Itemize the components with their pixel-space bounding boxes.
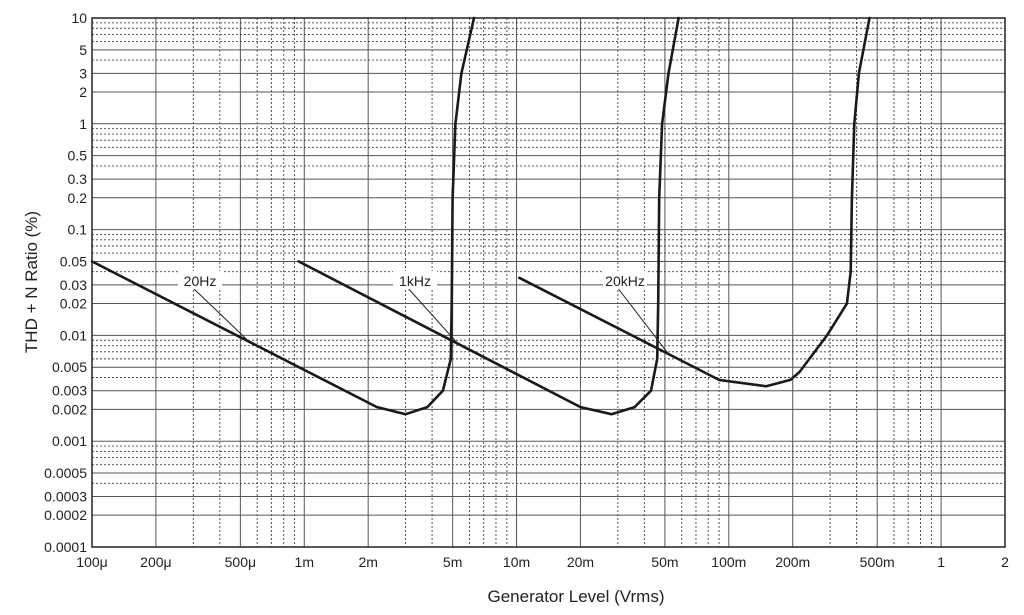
x-tick-label: 5m bbox=[443, 554, 462, 570]
y-tick-label: 1 bbox=[79, 116, 87, 132]
y-tick-label: 0.05 bbox=[60, 253, 87, 269]
x-tick-label: 1 bbox=[937, 554, 945, 570]
series-leader-line bbox=[191, 286, 250, 343]
grid bbox=[91, 17, 1006, 548]
x-tick-label: 100μ bbox=[76, 554, 107, 570]
series-line-20hz bbox=[90, 16, 476, 416]
series-line-20khz bbox=[517, 16, 871, 388]
tick-labels: 100μ 200μ 500μ 1m 2m 5m 10m 20m 50m 100m 200m 500m 1… bbox=[44, 10, 1009, 570]
y-tick-label: 10 bbox=[71, 10, 87, 26]
y-tick-label: 0.002 bbox=[52, 401, 87, 417]
y-tick-label: 5 bbox=[79, 42, 87, 58]
series-label: 20Hz bbox=[184, 273, 217, 289]
y-tick-label: 0.03 bbox=[60, 277, 87, 293]
y-tick-label: 0.3 bbox=[68, 171, 88, 187]
y-tick-label: 0.005 bbox=[52, 359, 87, 375]
x-axis-label: Generator Level (Vrms) bbox=[488, 587, 665, 606]
y-tick-label: 0.01 bbox=[60, 327, 87, 343]
x-tick-label: 200m bbox=[775, 554, 810, 570]
x-tick-label: 2 bbox=[1001, 554, 1009, 570]
series-leader-line bbox=[406, 286, 459, 345]
y-tick-label: 0.0002 bbox=[44, 507, 87, 523]
series-label: 1kHz bbox=[399, 273, 431, 289]
x-tick-label: 100m bbox=[711, 554, 746, 570]
x-tick-label: 20m bbox=[567, 554, 594, 570]
y-tick-label: 0.1 bbox=[68, 222, 88, 238]
x-tick-label: 50m bbox=[651, 554, 678, 570]
plot-frame bbox=[91, 17, 1006, 548]
y-tick-label: 2 bbox=[79, 84, 87, 100]
y-tick-label: 0.0005 bbox=[44, 465, 87, 481]
x-tick-label: 2m bbox=[358, 554, 377, 570]
y-axis-label: THD + N Ratio (%) bbox=[22, 211, 41, 353]
x-tick-label: 200μ bbox=[140, 554, 171, 570]
series-label-bg bbox=[178, 271, 222, 289]
y-tick-label: 0.5 bbox=[68, 148, 88, 164]
series-label-bg bbox=[393, 271, 437, 289]
series-label-bg bbox=[603, 271, 647, 289]
x-tick-label: 1m bbox=[295, 554, 314, 570]
x-tick-label: 500μ bbox=[225, 554, 256, 570]
y-tick-label: 0.02 bbox=[60, 296, 87, 312]
x-tick-label: 500m bbox=[860, 554, 895, 570]
series-label: 20kHz bbox=[605, 273, 645, 289]
y-tick-label: 3 bbox=[79, 65, 87, 81]
series-group: 20Hz 1kHz 20kHz bbox=[90, 16, 871, 416]
series-leader-line bbox=[616, 286, 669, 355]
x-tick-label: 10m bbox=[503, 554, 530, 570]
y-tick-label: 0.2 bbox=[68, 190, 88, 206]
series-line-1khz bbox=[297, 16, 680, 416]
y-tick-label: 0.001 bbox=[52, 433, 87, 449]
y-tick-label: 0.0001 bbox=[44, 539, 87, 555]
y-tick-label: 0.0003 bbox=[44, 489, 87, 505]
y-tick-label: 0.003 bbox=[52, 383, 87, 399]
